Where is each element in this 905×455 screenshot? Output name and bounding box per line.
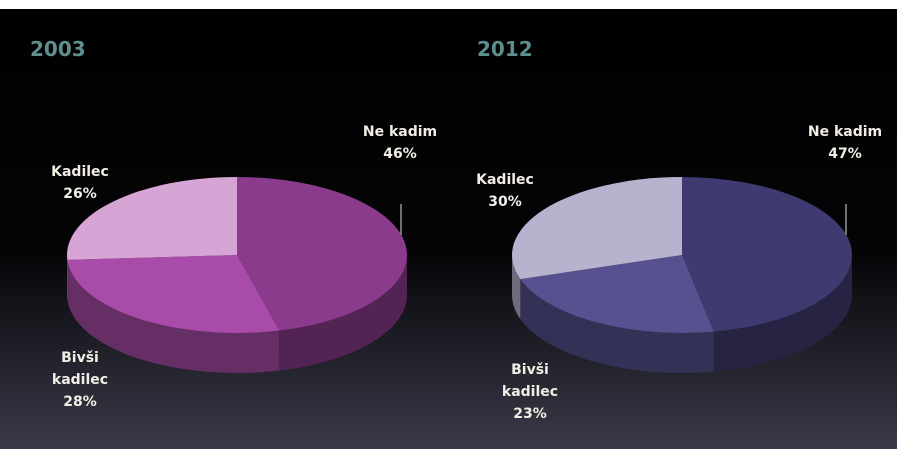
pie-slice <box>682 177 853 332</box>
pie-slice-side <box>67 259 280 374</box>
chart-panel: 2003 Ne kadim 46% Bivši kadilec 28% Kadilec 26… <box>0 9 897 449</box>
slice-label: Kadilec <box>51 164 109 180</box>
pie-slice <box>511 177 682 280</box>
pie-slice-side <box>512 255 521 320</box>
slice-label: Bivši kadilec <box>51 350 109 388</box>
pie-slice <box>237 177 407 331</box>
chart-title: 2003 <box>30 37 86 61</box>
slice-value-label: 46% <box>383 146 417 162</box>
slice-value-label: 47% <box>828 146 862 162</box>
chart-title: 2012 <box>477 37 533 61</box>
pie-slice-side <box>520 279 714 373</box>
pie-slice-side <box>713 255 852 372</box>
slice-value-label: 28% <box>63 394 97 410</box>
pie-slice <box>520 255 714 333</box>
slice-value-label: 23% <box>513 406 547 422</box>
slice-label: Bivši kadilec <box>501 362 559 400</box>
slice-label: Ne kadim <box>807 124 883 140</box>
slice-label: Kadilec <box>476 172 534 188</box>
pie-slice-side <box>279 255 407 371</box>
slice-label: Ne kadim <box>362 124 438 140</box>
pie-slice <box>67 177 237 260</box>
slice-value-label: 30% <box>488 194 522 210</box>
pies <box>67 177 853 374</box>
slice-value-label: 26% <box>63 186 97 202</box>
pie-slice <box>67 255 280 333</box>
